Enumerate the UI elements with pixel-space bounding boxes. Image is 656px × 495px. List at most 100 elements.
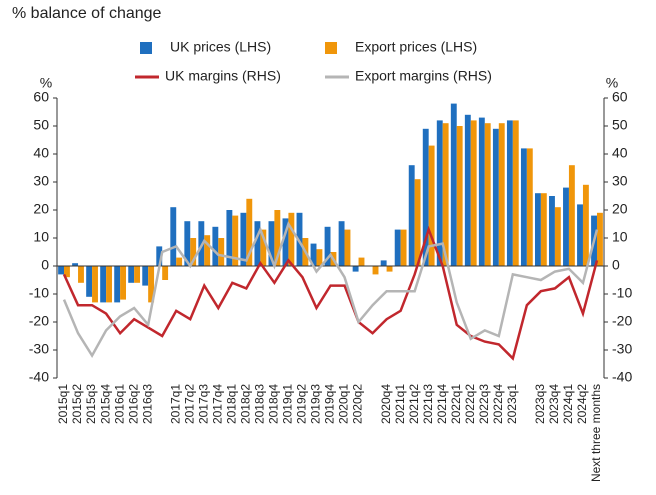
bar (218, 238, 225, 266)
bar (400, 229, 407, 266)
y-tick-label: 60 (33, 89, 49, 105)
bar (498, 123, 505, 266)
x-tick-label: 2020q2 (351, 384, 365, 424)
x-tick-label: 2015q4 (98, 384, 112, 424)
bar (92, 266, 98, 303)
bar (568, 165, 575, 266)
bar (246, 198, 253, 266)
legend-label: UK prices (LHS) (170, 39, 271, 55)
x-tick-label: 2019q1 (281, 384, 295, 424)
x-tick-label: 2020q4 (379, 384, 393, 424)
x-tick-label: 2020q1 (337, 384, 351, 424)
bar (512, 120, 519, 267)
bar (72, 263, 79, 266)
x-tick-label: 2017q3 (196, 384, 210, 424)
x-tick-label: 2022q3 (477, 384, 491, 424)
y2-tick-label: 30 (612, 173, 628, 189)
bar (176, 257, 183, 266)
x-tick-label: 2024q1 (561, 384, 575, 424)
bar (310, 243, 317, 266)
bar (582, 184, 589, 266)
y-tick-label: 50 (33, 117, 49, 133)
x-tick-label: 2021q3 (421, 384, 435, 424)
y-tick-label: 10 (33, 229, 49, 245)
bar (526, 148, 533, 266)
bar (549, 196, 555, 266)
y2-tick-label: -40 (612, 369, 632, 385)
bar (394, 229, 401, 266)
bar (156, 246, 163, 266)
bar (540, 193, 547, 266)
legend-swatch (325, 42, 337, 54)
x-tick-label: 2016q3 (140, 384, 154, 424)
y2-axis-label: % (606, 75, 618, 91)
bar (86, 266, 93, 297)
x-tick-label: 2023q3 (533, 384, 547, 424)
bar (492, 128, 499, 266)
y2-tick-label: 0 (612, 257, 620, 273)
bar (268, 221, 275, 266)
y-tick-label: -40 (29, 369, 49, 385)
bar (344, 229, 351, 266)
bar (226, 210, 233, 266)
chart-title: % balance of change (12, 5, 162, 22)
bar (478, 117, 485, 266)
bar (338, 221, 345, 266)
y2-tick-label: 40 (612, 145, 628, 161)
x-tick-label: 2022q2 (463, 384, 477, 424)
y-tick-label: -20 (29, 313, 49, 329)
x-tick-label: 2024q2 (575, 384, 589, 424)
x-tick-label: 2015q3 (84, 384, 98, 424)
bar (442, 123, 449, 266)
bar (484, 123, 491, 266)
bar (596, 212, 603, 266)
bar (260, 229, 267, 266)
legend-label: UK margins (RHS) (165, 68, 281, 84)
bar (414, 179, 421, 266)
x-tick-label: 2019q4 (323, 384, 337, 424)
bar (232, 215, 239, 266)
bar (254, 221, 261, 266)
y-tick-label: 0 (41, 257, 49, 273)
bar (190, 238, 197, 266)
y-tick-label: 40 (33, 145, 49, 161)
x-tick-label: 2018q3 (253, 384, 267, 424)
x-tick-label: 2015q1 (56, 384, 70, 424)
bar (100, 266, 107, 303)
line (62, 225, 599, 361)
bar (534, 193, 541, 266)
bar (408, 165, 415, 266)
x-tick-label: 2017q4 (210, 384, 224, 424)
bar (380, 260, 387, 266)
line (62, 221, 599, 359)
x-tick-label: 2022q1 (449, 384, 463, 424)
x-tick-label: 2021q1 (393, 384, 407, 424)
bar (386, 266, 393, 272)
y-tick-label: -10 (29, 285, 49, 301)
bar (506, 120, 513, 267)
bar (288, 212, 295, 266)
x-tick-label: 2017q1 (168, 384, 182, 424)
x-tick-label: 2015q2 (70, 384, 84, 424)
bar (428, 145, 435, 266)
bar (120, 266, 127, 300)
y2-tick-label: -10 (612, 285, 632, 301)
bar (520, 148, 527, 266)
y2-tick-label: 20 (612, 201, 628, 217)
legend-swatch (140, 42, 152, 54)
bar (274, 210, 281, 266)
bar (162, 266, 169, 280)
x-tick-label: 2018q4 (267, 384, 281, 424)
bar (114, 266, 121, 303)
bar (58, 266, 65, 275)
x-tick-label: 2022q4 (491, 384, 505, 424)
x-tick-label: 2019q2 (295, 384, 309, 424)
bar (316, 249, 323, 266)
y2-tick-label: 10 (612, 229, 628, 245)
bar (240, 212, 247, 266)
bar (352, 266, 359, 272)
bar (436, 120, 443, 267)
bar (577, 204, 583, 266)
bar (78, 266, 84, 283)
